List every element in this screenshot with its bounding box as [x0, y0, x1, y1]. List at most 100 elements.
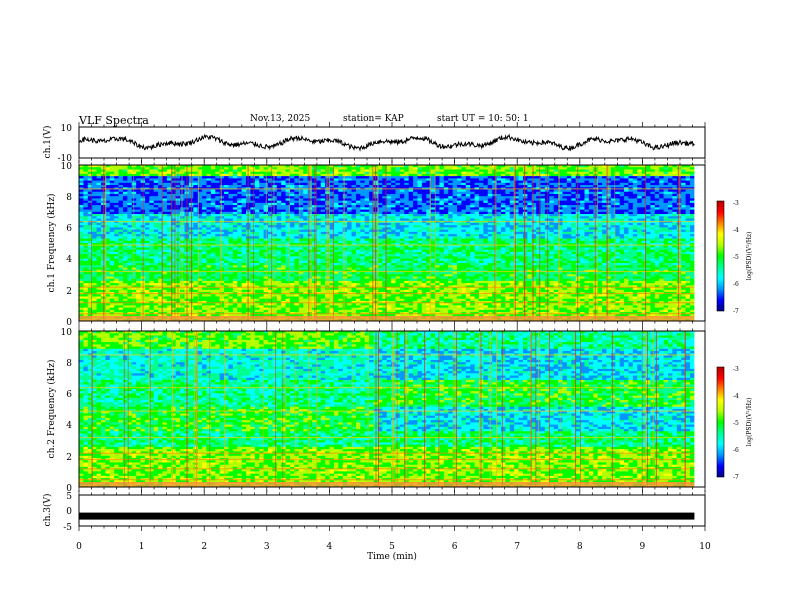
spectrogram-cell [338, 196, 344, 199]
spectrogram-cell [325, 165, 330, 168]
spectrogram-cell [527, 191, 533, 195]
spectrogram-cell [109, 167, 115, 170]
spectrogram-cell [127, 169, 133, 173]
spectrogram-cell [351, 178, 357, 181]
spectrogram-cell [571, 171, 577, 175]
station-label: station= KAP [343, 114, 404, 124]
spectrogram-cell [391, 191, 396, 195]
spectrogram-cell [646, 169, 651, 173]
spectrogram-cell [522, 165, 528, 168]
spectrogram-cell [136, 198, 141, 202]
spectrogram-cell [162, 180, 168, 184]
spectrogram-cell [527, 171, 533, 175]
spectrogram-cell [355, 167, 361, 170]
spectrogram-cell [566, 180, 572, 184]
spectrogram-cell [232, 196, 238, 199]
spectrogram-cell [540, 169, 546, 173]
spectrogram-cell [377, 171, 383, 175]
spectrogram-cell [272, 169, 278, 173]
spectrogram-cell [325, 198, 330, 202]
spectrogram-cell [676, 173, 682, 177]
spectrogram-cell [461, 180, 467, 184]
spectrogram-cell [549, 200, 555, 204]
spectrogram-cell [641, 176, 647, 179]
spectrogram-cell [289, 189, 295, 193]
spectrogram-cell [553, 169, 559, 173]
spectrogram-cell [584, 191, 590, 195]
spectrogram-cell [259, 193, 265, 197]
spectrogram-cell [628, 169, 634, 173]
spectrogram-cell [606, 171, 612, 175]
spectrogram-cell [351, 169, 357, 173]
spectrogram-cell [153, 165, 159, 168]
spectrogram-cell [241, 189, 247, 193]
spectrogram-cell [377, 182, 383, 186]
spectrogram-cell [241, 165, 247, 168]
spectrogram-cell [602, 178, 607, 181]
spectrogram-cell [307, 189, 313, 193]
spectrogram-cell [87, 169, 93, 173]
spectrogram-cell [202, 180, 207, 184]
spectrogram-cell [237, 202, 243, 206]
spectrogram-cell [149, 193, 155, 197]
spectrogram-cell [531, 180, 537, 184]
spectrogram-cell [171, 167, 177, 170]
spectrogram-cell [430, 169, 436, 173]
spectrogram-cell [654, 173, 660, 177]
spectrogram-cell [487, 198, 493, 202]
spectrogram-cell [259, 169, 265, 173]
spectrogram-cell [355, 200, 361, 204]
spectrogram-cell [430, 180, 436, 184]
spectrogram-cell [79, 171, 84, 175]
spectrogram-cell [500, 189, 506, 193]
spectrogram-cell [215, 165, 221, 168]
spectrogram-cell [421, 185, 427, 188]
spectrogram-cell [289, 200, 295, 204]
spectrogram-cell [391, 180, 396, 184]
spectrogram-cell [259, 180, 265, 184]
spectrogram-cell [562, 165, 568, 168]
spectrogram-cell [232, 193, 238, 197]
spectrogram-cell [558, 185, 563, 188]
spectrogram-cell [109, 196, 115, 199]
spectrogram-cell [250, 196, 256, 199]
spectrogram-cell [650, 169, 656, 173]
spectrogram-cell [417, 185, 423, 188]
spectrogram-cell [478, 198, 484, 202]
spectrogram-cell [325, 180, 330, 184]
spectrogram-cell [566, 165, 572, 168]
spectrogram-cell [426, 191, 432, 195]
spectrogram-cell [364, 193, 370, 197]
spectrogram-cell [162, 165, 168, 168]
spectrogram-cell [518, 182, 524, 186]
spectrogram-cell [628, 165, 634, 168]
spectrogram-cell [654, 176, 660, 179]
spectrogram-cell [215, 202, 221, 206]
spectrogram-cell [303, 189, 308, 193]
spectrogram-cell [355, 196, 361, 199]
spectrogram-cell [566, 196, 572, 199]
spectrogram-cell [663, 180, 669, 184]
spectrogram-cell [408, 182, 414, 186]
spectrogram-cell [193, 182, 199, 186]
spectrogram-cell [193, 165, 199, 168]
spectrogram-cell [153, 173, 159, 177]
spectrogram-cell [399, 198, 405, 202]
spectrogram-cell [386, 180, 392, 184]
spectrogram-cell [667, 198, 673, 202]
spectrogram-cell [478, 176, 484, 179]
spectrogram-cell [404, 173, 410, 177]
spectrogram-cell [153, 167, 159, 170]
spectrogram-cell [470, 165, 475, 168]
spectrogram-cell [597, 196, 603, 199]
spectrogram-cell [615, 189, 621, 193]
spectrogram-cell [615, 178, 621, 181]
spectrogram-cell [430, 182, 436, 186]
spectrogram-cell [360, 176, 366, 179]
spectrogram-cell [307, 167, 313, 170]
spectrogram-cell [158, 196, 163, 199]
spectrogram-cell [527, 167, 533, 170]
spectrogram-cell [430, 167, 436, 170]
spectrogram-cell [250, 191, 256, 195]
spectrogram-cell [87, 202, 93, 206]
